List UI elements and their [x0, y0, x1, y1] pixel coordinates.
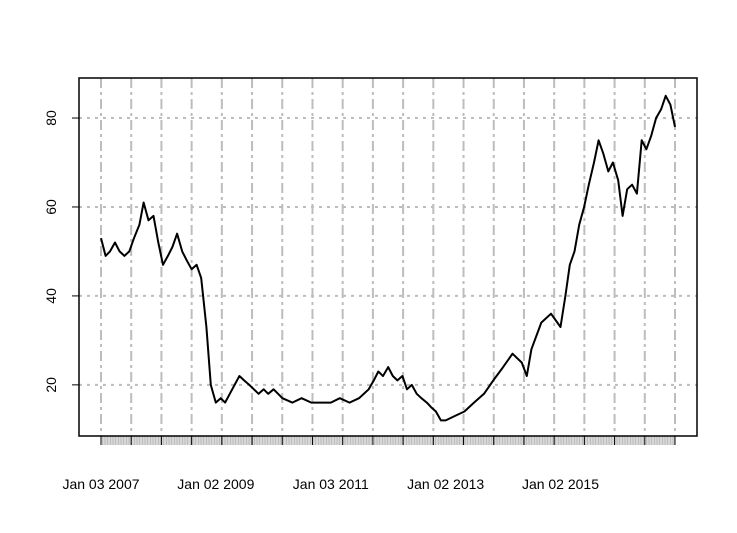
- x-tick-label: Jan 02 2013: [407, 476, 484, 492]
- x-tick-label: Jan 03 2007: [62, 476, 139, 492]
- series-layer: [100, 94, 676, 422]
- y-tick-label: 80: [43, 110, 59, 126]
- y-tick-label: 20: [43, 377, 59, 393]
- plot-frame: [78, 77, 698, 437]
- series-line: [100, 94, 676, 422]
- x-tick-label: Jan 02 2015: [522, 476, 599, 492]
- x-axis: Jan 03 2007 Jan 02 2009 Jan 03 2011 Jan 02 …: [62, 435, 676, 492]
- y-tick-label: 60: [43, 199, 59, 215]
- x-tick-label: Jan 02 2009: [177, 476, 254, 492]
- y-axis: 20 40 60 80: [43, 110, 79, 393]
- y-tick-label: 40: [43, 288, 59, 304]
- grid-lines: [79, 78, 697, 436]
- x-tick-label: Jan 03 2011: [293, 476, 369, 492]
